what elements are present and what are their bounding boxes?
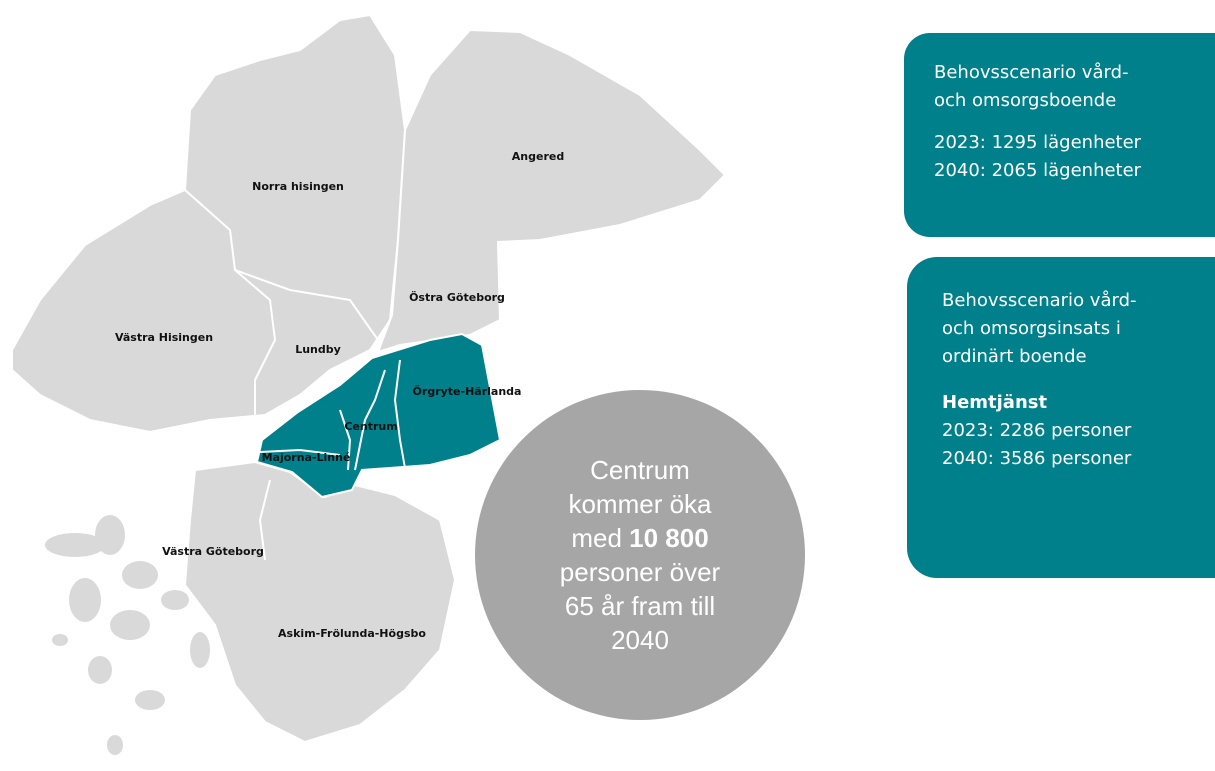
- spacer: [934, 115, 1215, 129]
- box-stat: 2040: 2065 lägenheter: [934, 160, 1142, 181]
- highlight-circle: Centrum kommer öka med 10 800 personer över…: [475, 390, 805, 720]
- region-label: Angered: [512, 150, 564, 163]
- box-stat: 2023: 2286 personer: [942, 420, 1132, 441]
- box-title: och omsorgsboende: [934, 90, 1117, 111]
- circle-line: Centrum: [590, 455, 690, 485]
- box-stat: 2023: 1295 lägenheter: [934, 132, 1142, 153]
- hisingen: [11, 13, 407, 434]
- region-label: Västra Göteborg: [162, 545, 264, 558]
- circle-line: 65 år fram till: [564, 591, 716, 621]
- region-label: Lundby: [295, 343, 341, 356]
- boundaries: [184, 189, 406, 561]
- box-title: Behovsscenario vård-: [942, 290, 1137, 311]
- circle-line: personer över: [559, 557, 721, 587]
- region-label: Majorna-Linné: [262, 451, 351, 464]
- box-title: ordinärt boende: [942, 346, 1087, 367]
- circle-emphasis: 10 800: [629, 523, 709, 553]
- district-map: Norra hisingen Angered Östra Göteborg Västr…: [11, 13, 727, 755]
- region-label: Örgryte-Härlanda: [413, 384, 522, 398]
- box-stat: 2040: 3586 personer: [942, 448, 1132, 469]
- region-label: Askim-Frölunda-Högsbo: [278, 627, 426, 640]
- south: [183, 460, 457, 744]
- region-label: Norra hisingen: [252, 180, 344, 193]
- circle-text: med: [571, 523, 622, 553]
- region-label: Östra Göteborg: [409, 290, 505, 304]
- circle-line: 2040: [611, 625, 669, 655]
- housing-box: Behovsscenario vård-och omsorgsboende 202…: [904, 33, 1215, 237]
- box-subtitle: Hemtjänst: [942, 392, 1048, 413]
- box-title: Behovsscenario vård-: [934, 62, 1129, 83]
- home-care-box: Behovsscenario vård-och omsorgsinsats i o…: [907, 257, 1215, 578]
- islands: [45, 515, 273, 755]
- circle-line: med 10 800: [571, 521, 708, 555]
- central-districts: [255, 332, 502, 499]
- box-title: och omsorgsinsats i: [942, 318, 1121, 339]
- region-label: Västra Hisingen: [115, 331, 213, 344]
- region-label: Centrum: [344, 420, 397, 433]
- angered-ostra: [376, 28, 727, 354]
- circle-line: kommer öka: [568, 489, 712, 519]
- spacer: [942, 371, 1215, 389]
